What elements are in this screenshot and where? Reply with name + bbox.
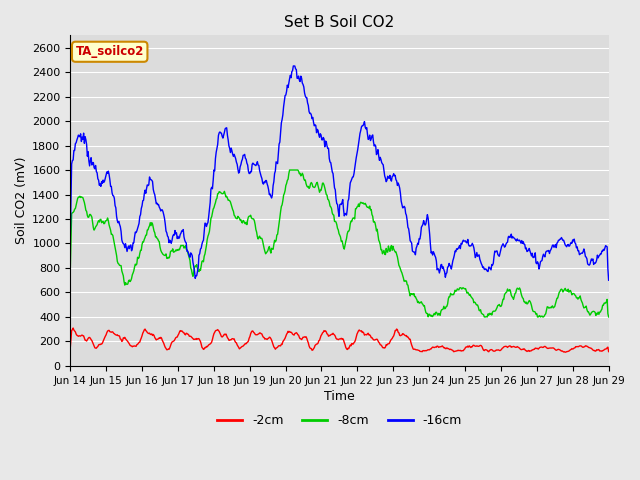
X-axis label: Time: Time — [324, 390, 355, 403]
Title: Set B Soil CO2: Set B Soil CO2 — [284, 15, 394, 30]
Text: TA_soilco2: TA_soilco2 — [76, 45, 144, 58]
Y-axis label: Soil CO2 (mV): Soil CO2 (mV) — [15, 157, 28, 244]
Legend: -2cm, -8cm, -16cm: -2cm, -8cm, -16cm — [212, 409, 467, 432]
